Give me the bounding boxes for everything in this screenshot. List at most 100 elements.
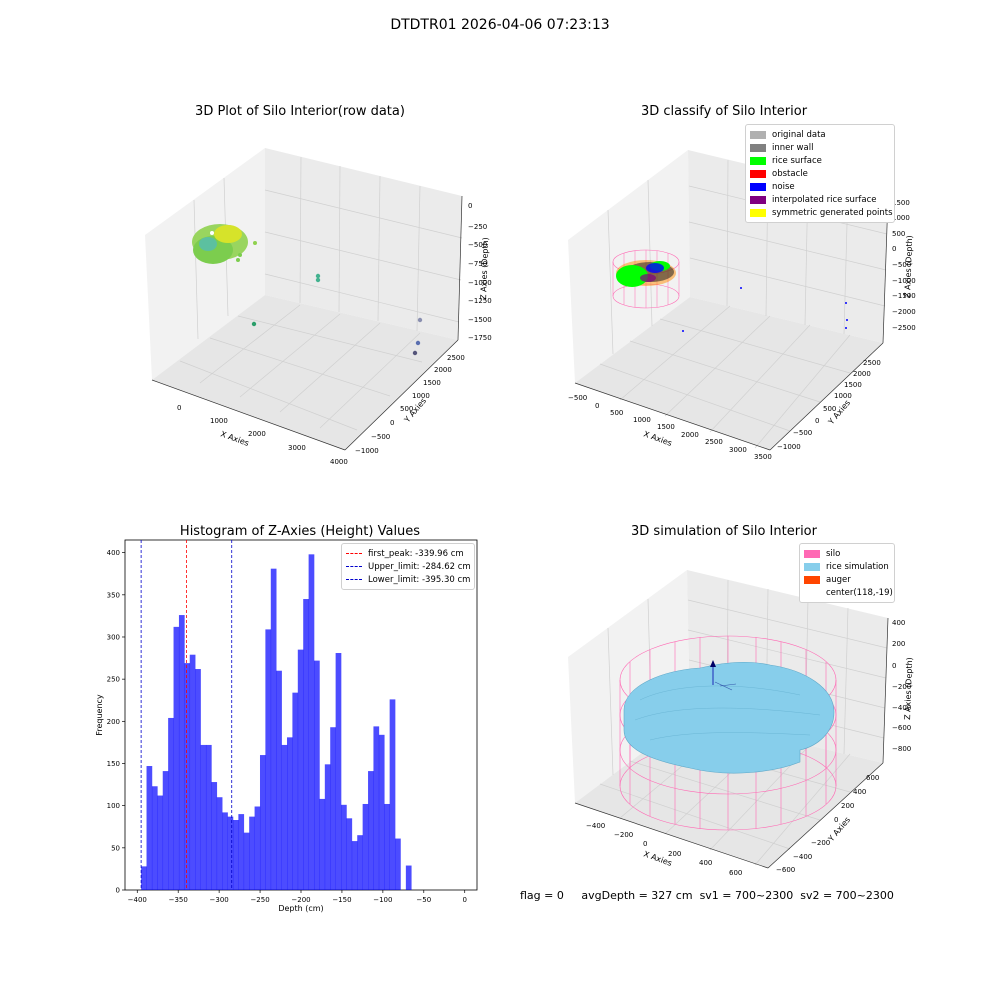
histogram-bar [287,737,293,890]
svg-text:−2000: −2000 [892,308,916,316]
svg-text:−200: −200 [614,831,633,839]
svg-text:−1000: −1000 [892,277,916,285]
status-flag: flag = 0 [520,889,564,902]
classify-3d-grid [599,159,888,449]
histogram-bar [351,841,358,890]
legend-swatch [750,169,766,178]
svg-text:0: 0 [892,245,896,253]
histogram-x-tick-label: −400 [128,896,147,904]
svg-text:2000: 2000 [248,430,266,438]
histogram-x-tick-label: −300 [210,896,229,904]
svg-text:200: 200 [892,640,905,648]
histogram-bar [162,771,169,890]
raw-3d-panes [145,148,462,450]
simulation-z-ticks: 400 200 0 −200 −400 −600 −800 [892,619,911,753]
histogram-bar [319,798,326,890]
svg-text:1000: 1000 [210,417,228,425]
svg-text:−500: −500 [371,433,390,441]
histogram-y-tick-label: 200 [107,718,120,726]
svg-text:−400: −400 [586,822,605,830]
svg-text:1000: 1000 [633,416,651,424]
svg-text:1000: 1000 [892,214,910,222]
histogram-y-tick-label: 350 [107,591,120,599]
histogram-bar [200,744,207,890]
simulation-y-ticks: −600 −400 −200 0 200 400 600 [776,774,879,874]
histogram-bar [141,866,147,890]
svg-text:−800: −800 [892,745,911,753]
svg-text:−1000: −1000 [468,279,492,287]
histogram-bar [216,797,223,890]
svg-text:400: 400 [853,788,866,796]
svg-text:0: 0 [892,662,896,670]
svg-text:0: 0 [595,402,599,410]
legend-swatch [750,208,766,217]
legend-item-symmetric-generated-points: symmetric generated points [750,206,893,219]
histogram-bar [281,744,288,890]
simulation-3d-plot: 400 200 0 −200 −400 −600 −800 −400 −200 … [568,570,914,877]
svg-text:−750: −750 [468,260,487,268]
histogram-y-tick-label: 300 [107,633,120,641]
histogram-bar [378,734,385,890]
simulation-auger-marker [710,660,737,691]
legend-swatch [750,130,766,139]
svg-text:0: 0 [834,816,838,824]
legend-swatch [750,195,766,204]
svg-text:−500: −500 [892,261,911,269]
histogram-x-tick-label: −250 [250,896,269,904]
svg-text:−600: −600 [776,866,795,874]
legend-swatch [804,549,820,558]
histogram-bar [362,803,369,890]
legend-swatch [804,589,820,597]
svg-text:3000: 3000 [729,446,747,454]
histogram-panel-title: Histogram of Z-Axies (Height) Values [179,524,421,539]
histogram-legend: first_peak: -339.96 cm Upper_limit: -284… [341,543,475,590]
svg-text:−200: −200 [811,839,830,847]
legend-item-original-data: original data [750,128,890,141]
histogram-bar [335,653,342,890]
legend-item-interpolated-rice-surface: interpolated rice surface [750,193,890,206]
status-avg-depth: avgDepth = 327 cm [581,889,693,902]
histogram-x-axis-label: Depth (cm) [278,904,323,913]
svg-text:200: 200 [668,850,681,858]
histogram-bar [222,812,228,890]
classify-y-ticks: −1000 −500 0 500 1000 1500 2000 2500 [777,359,881,451]
raw-panel-title: 3D Plot of Silo Interior(row data) [195,104,405,119]
legend-item-auger: auger [804,573,890,586]
legend-line [346,553,362,554]
svg-text:500: 500 [892,230,905,238]
histogram-x-tick-label: 0 [462,896,466,904]
histogram-bar [357,835,363,890]
histogram-x-tick-label: −100 [373,896,392,904]
svg-text:0: 0 [815,417,819,425]
svg-text:−2500: −2500 [892,324,916,332]
histogram-x-tick-label: −150 [332,896,351,904]
simulation-legend: silo rice simulation auger center(118,-1… [799,543,895,603]
histogram-bar [405,865,412,890]
svg-text:0: 0 [390,419,394,427]
histogram-x-tick-label: −50 [416,896,431,904]
svg-text:0: 0 [177,404,181,412]
legend-swatch [804,575,820,584]
svg-text:1000: 1000 [412,392,430,400]
svg-text:2000: 2000 [434,366,452,374]
histogram-y-tick-label: 100 [107,802,120,810]
simulation-panel-title: 3D simulation of Silo Interior [631,524,817,539]
classify-point-cloud [612,249,848,332]
histogram-bar [314,660,320,890]
status-sv1: sv1 = 700~2300 [699,889,794,902]
svg-text:−1000: −1000 [777,443,801,451]
raw-z-ticks: 0 −250 −500 −750 −1000 −1250 −1500 −1750 [468,202,492,342]
histogram-y-tick-label: 0 [116,887,120,895]
histogram-bar [146,766,153,890]
svg-text:−200: −200 [892,683,911,691]
legend-item-obstacle: obstacle [750,167,890,180]
svg-text:400: 400 [699,859,712,867]
histogram-bar [211,782,218,890]
simulation-z-axis-label: Z Axies (Depth) [903,657,914,720]
svg-text:600: 600 [729,869,742,877]
histogram-bar [265,629,272,890]
svg-text:3000: 3000 [288,444,306,452]
svg-text:−400: −400 [793,853,812,861]
histogram-y-ticks: 0 50 100 150 200 250 300 350 400 [107,549,125,895]
svg-text:−1250: −1250 [468,297,492,305]
